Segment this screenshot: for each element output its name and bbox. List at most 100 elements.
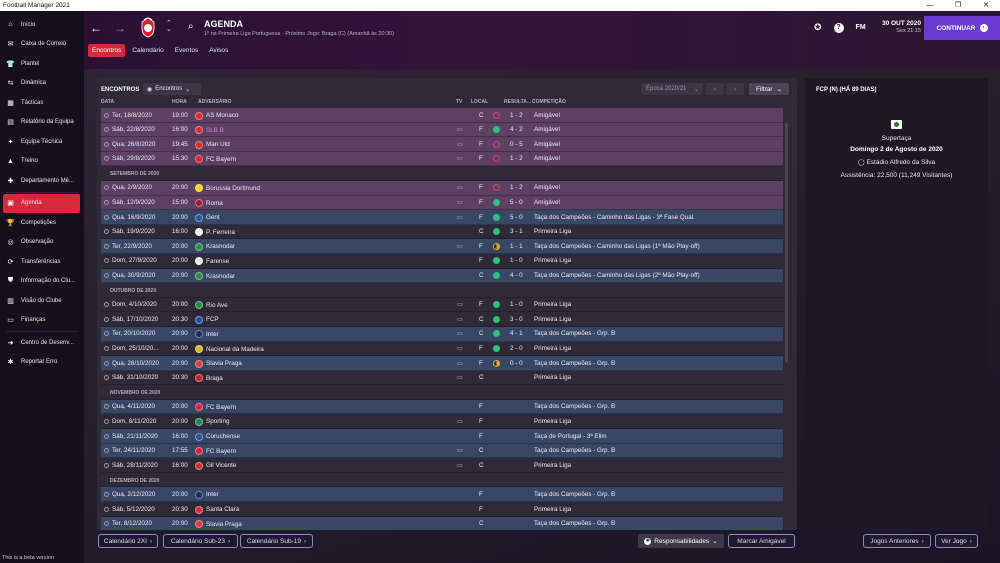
fixture-opponent[interactable]: Gil Vicente [195,461,237,470]
sidebar-item-3[interactable]: ⇆ Dinâmica [0,74,84,94]
opponent-name[interactable]: Gent [206,214,220,222]
sidebar-item-9[interactable]: ▣ Agenda [3,193,80,213]
table-row[interactable]: Sáb, 12/9/2020 15:00 Roma ▭ F 5 - 0 Amigável [101,195,783,211]
sidebar-item-7[interactable]: ▲ Treino [0,152,84,172]
table-row[interactable]: Dom, 4/10/2020 20:00 Rio Ave ▭ F 1 - 0 Primeir… [101,298,783,313]
table-row[interactable]: Ter, 22/9/2020 20:00 Krasnodar ▭ F 1 - 1 Taça … [101,239,783,254]
fixture-opponent[interactable]: Inter [195,490,219,499]
table-row[interactable]: Ter, 18/8/2020 19:00 AS Monaco C 1 - 2 Amigáv… [101,108,783,123]
table-row[interactable]: Dom, 27/9/2020 20:00 Farense F 1 - 0 Primeira… [101,254,783,269]
opponent-name[interactable]: Gil Vicente [206,462,237,470]
fixture-opponent[interactable]: Nacional da Madeira [195,345,264,353]
club-switch-icon[interactable]: ⌃ ⌄ [166,20,172,33]
col-date[interactable]: DATA [101,99,115,105]
col-venue[interactable]: LOCAL [471,99,489,105]
table-row[interactable]: Sáb, 19/9/2020 16:00 P. Ferreira C 3 - 1 Prim… [101,225,783,240]
table-row[interactable]: Ter, 24/11/2020 17:55 FC Bayern ▭ C Taça dos … [101,443,783,459]
tab-avisos[interactable]: Avisos [209,47,229,54]
season-next-button[interactable]: › [726,83,744,95]
sidebar-item-15[interactable]: ▭ Finanças [0,311,84,331]
sidebar-item-17[interactable]: ✱ Reportar Erro [0,353,84,373]
fixture-opponent[interactable]: Inter [195,330,219,339]
fixture-opponent[interactable]: Slavia Praga [195,520,242,529]
season-dropdown[interactable]: Época 2020/21 ⌄ [641,83,703,95]
col-opponent[interactable]: ADVERSÁRIO [198,99,232,105]
tab-encontros[interactable]: Encontros [88,44,126,57]
tab-eventos[interactable]: Eventos [174,47,199,54]
fixture-opponent[interactable]: Farense [195,257,230,266]
season-prev-button[interactable]: ‹ [706,83,724,95]
sidebar-item-5[interactable]: ▤ Relatório da Equipa [0,113,84,133]
fixture-opponent[interactable]: Roma [195,199,223,208]
opponent-name[interactable]: FC Bayern [206,447,237,455]
opponent-name[interactable]: Inter [206,330,219,338]
fixtures-scrollbar[interactable] [785,123,788,363]
back-arrow-icon[interactable]: ← [90,21,102,35]
opponent-name[interactable]: FC Bayern [206,155,237,163]
opponent-name[interactable]: Coruchense [206,433,240,441]
fixture-opponent[interactable]: SLB B [195,126,224,135]
table-row[interactable]: Sáb, 22/8/2020 16:00 SLB B ▭ F 4 - 2 Amigável [101,122,783,138]
opponent-name[interactable]: Slavia Praga [206,360,242,368]
calendar-2xi-button[interactable]: Calendário 2XI › [98,534,158,548]
fm-menu-button[interactable]: FM [855,24,866,31]
club-crest-icon[interactable] [139,16,157,38]
table-row[interactable]: Dom, 25/10/20... 20:00 Nacional da Madeira… [101,342,783,357]
sidebar-item-13[interactable]: ⛊ Informação do Clu... [0,272,84,292]
arrange-friendly-button[interactable]: Marcar Amigável [728,534,795,548]
fixture-opponent[interactable]: Man Utd [195,140,230,149]
filter-button[interactable]: Filtrar ⌄ [749,83,789,95]
col-time[interactable]: HORA [172,99,187,105]
sidebar-item-6[interactable]: ✦ Equipa Técnica [0,132,84,152]
maximize-button[interactable]: ❐ [954,2,962,9]
view-game-button[interactable]: Ver Jogo › [935,534,978,548]
fixture-opponent[interactable]: Santa Clara [195,505,240,514]
table-row[interactable]: Sáb, 31/10/2020 20:30 Braga ▭ C Primeira Liga [101,371,783,386]
opponent-name[interactable]: Santa Clara [206,506,240,514]
fixture-opponent[interactable]: Braga [195,374,223,383]
table-row[interactable]: Sáb, 17/10/2020 20:30 FCP ▭ C 3 - 0 Primeira L… [101,312,783,327]
table-row[interactable]: Ter, 8/12/2020 20:00 Slavia Praga C Taça dos… [101,516,783,530]
opponent-name[interactable]: Roma [206,199,223,207]
table-row[interactable]: Dom, 8/11/2020 20:00 Sporting ▭ F Primeira Li… [101,414,783,430]
opponent-name[interactable]: Slavia Praga [206,520,242,528]
opponent-name[interactable]: Krasnodar [206,272,236,280]
table-row[interactable]: Qua, 28/10/2020 20:00 Slavia Praga ▭ F 0 - 0 T… [101,356,783,371]
opponent-name[interactable]: Nacional da Madeira [206,345,264,353]
col-result[interactable]: RESULTA... [504,99,532,105]
table-row[interactable]: Qua, 16/9/2020 20:00 Gent ▭ F 5 - 0 Taça dos C… [101,210,783,225]
table-row[interactable]: Sáb, 21/11/2020 16:00 Coruchense F Taça de P… [101,429,783,444]
sidebar-item-8[interactable]: ✚ Departamento Mé... [0,171,84,191]
fixture-opponent[interactable]: Krasnodar [195,272,236,281]
responsibilities-button[interactable]: ✱ Responsabilidades ⌄ [638,534,724,548]
sidebar-item-16[interactable]: ➜ Centro de Desenv... [0,333,84,353]
opponent-name[interactable]: Braga [206,374,223,382]
close-button[interactable]: ✕ [983,2,989,9]
fixture-opponent[interactable]: AS Monaco [195,111,239,120]
table-row[interactable]: Qua, 4/11/2020 20:00 FC Bayern F Taça dos Ca… [101,399,783,415]
table-row[interactable]: Qua, 30/9/2020 20:00 Krasnodar C 4 - 0 Taça d… [101,268,783,284]
view-dropdown[interactable]: ◉ Encontros ⌄ [143,83,201,95]
globe-icon[interactable]: ✪ [814,22,822,32]
opponent-name[interactable]: Inter [206,491,219,499]
col-tv[interactable]: TV [456,99,463,105]
opponent-name[interactable]: Farense [206,257,230,265]
opponent-name[interactable]: Man Utd [206,141,230,149]
opponent-name[interactable]: Rio Ave [206,301,228,309]
fixture-opponent[interactable]: FCP [195,315,219,324]
calendar-u19-button[interactable]: Calendário Sub-19 › [240,534,313,548]
sidebar-item-12[interactable]: ⟳ Transferências [0,252,84,272]
sidebar-item-0[interactable]: ⌂ Início [0,15,84,35]
opponent-name[interactable]: Sporting [206,418,230,426]
fixture-opponent[interactable]: Borussia Dortmund [195,184,260,193]
fixture-opponent[interactable]: FC Bayern [195,155,237,164]
opponent-name[interactable]: AS Monaco [206,112,239,119]
table-row[interactable]: Sáb, 28/11/2020 16:00 Gil Vicente ▭ C Primeir… [101,458,783,473]
fixture-opponent[interactable]: Krasnodar [195,242,235,251]
opponent-name[interactable]: SLB B [206,126,224,134]
sidebar-item-11[interactable]: ◎ Observação [0,233,84,253]
opponent-name[interactable]: Borussia Dortmund [206,184,260,192]
table-row[interactable]: Qua, 26/8/2020 19:45 Man Utd ▭ F 0 - 5 Amigáve… [101,137,783,152]
opponent-name[interactable]: P. Ferreira [206,228,235,236]
opponent-name[interactable]: FCP [206,316,219,324]
